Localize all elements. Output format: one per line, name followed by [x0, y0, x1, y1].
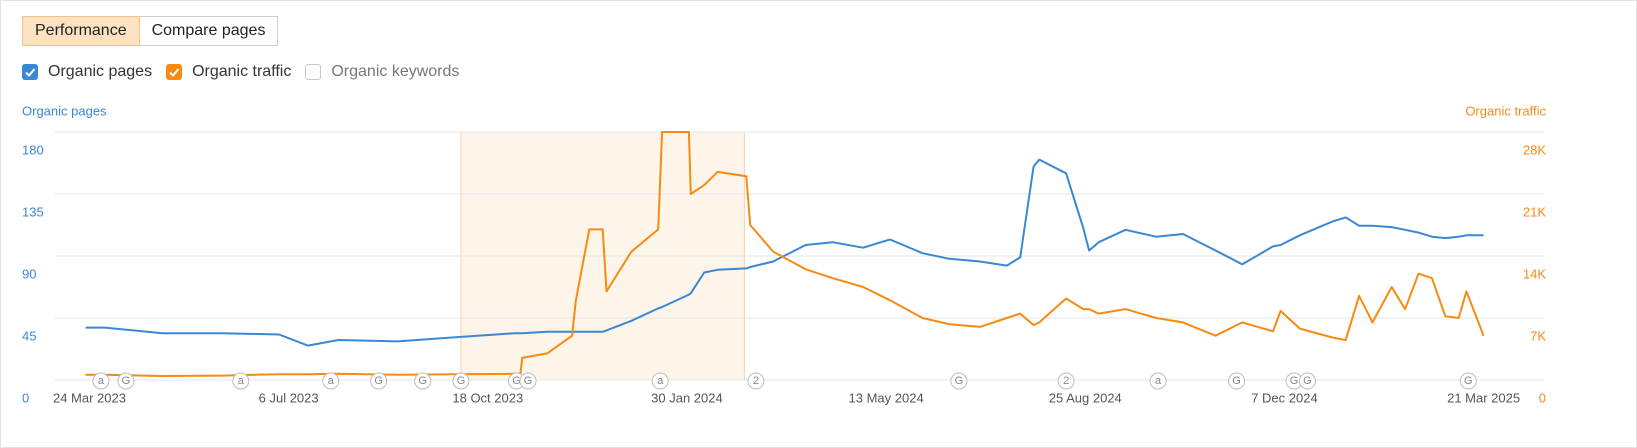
y-tick-label: 45: [22, 328, 36, 343]
event-label: G: [457, 375, 466, 387]
x-tick-label: 21 Mar 2025: [1447, 390, 1520, 405]
tab[interactable]: Compare pages: [139, 16, 279, 46]
y-tick-label: 180: [22, 142, 44, 157]
event-marker: [1459, 372, 1477, 390]
event-marker: [117, 372, 135, 390]
event-label: G: [374, 375, 383, 387]
event-marker: [414, 372, 432, 390]
event-label: G: [1290, 375, 1299, 387]
legend-item[interactable]: Organic pages: [22, 63, 152, 81]
event-marker: [747, 372, 765, 390]
x-tick-label: 13 May 2024: [849, 390, 924, 405]
event-label: G: [524, 375, 533, 387]
x-tick-label: 18 Oct 2023: [452, 390, 523, 405]
event-label: G: [955, 375, 964, 387]
event-label: G: [1303, 375, 1312, 387]
series-line: [85, 158, 1484, 347]
event-marker: [1149, 372, 1167, 390]
event-label: a: [238, 375, 245, 387]
legend-item[interactable]: Organic keywords: [305, 63, 459, 81]
x-tick-label: 25 Aug 2024: [1049, 390, 1122, 405]
x-tick-label: 6 Jul 2023: [259, 390, 319, 405]
event-marker: [452, 372, 470, 390]
series-line: [85, 131, 1485, 377]
event-label: G: [1464, 375, 1473, 387]
y-tick-label: 0: [22, 390, 29, 405]
checkbox[interactable]: [22, 64, 38, 80]
tab-bar: Performance Compare pages: [22, 16, 279, 46]
y-tick-label: 90: [22, 266, 36, 281]
event-marker: [651, 372, 669, 390]
event-marker: [370, 372, 388, 390]
y2-axis-title: Organic traffic: [1465, 103, 1546, 118]
y2-tick-label: 14K: [1523, 266, 1546, 281]
y-axis-title: Organic pages: [22, 103, 107, 118]
event-label: 2: [753, 375, 759, 387]
event-label: a: [328, 375, 335, 387]
legend-label: Organic pages: [48, 63, 153, 80]
event-marker: [1228, 372, 1246, 390]
y2-tick-label: 0: [1539, 390, 1546, 405]
metric-toggles: Organic pages Organic traffic Organic ke…: [22, 63, 473, 81]
event-marker: [1298, 372, 1316, 390]
tab[interactable]: Performance: [22, 16, 140, 46]
event-label: G: [122, 375, 131, 387]
y2-tick-label: 28K: [1523, 142, 1546, 157]
event-marker: [950, 372, 968, 390]
y2-tick-label: 7K: [1530, 328, 1546, 343]
event-label: G: [418, 375, 427, 387]
event-label: a: [98, 375, 105, 387]
y-tick-label: 135: [22, 204, 44, 219]
checkbox[interactable]: [166, 64, 183, 80]
event-label: G: [512, 375, 521, 387]
x-tick-label: 30 Jan 2024: [651, 390, 723, 405]
event-marker: [1057, 372, 1075, 390]
x-tick-label: 7 Dec 2024: [1251, 390, 1318, 405]
event-label: a: [657, 375, 664, 387]
legend-label: Organic traffic: [192, 63, 292, 80]
event-marker: [92, 372, 110, 390]
y2-tick-label: 21K: [1523, 204, 1546, 219]
legend-item[interactable]: Organic traffic: [166, 63, 291, 81]
event-marker: [322, 372, 340, 390]
event-label: a: [1155, 375, 1162, 387]
checkbox[interactable]: [305, 64, 322, 80]
x-tick-label: 24 Mar 2023: [53, 390, 126, 405]
event-label: G: [1232, 375, 1241, 387]
event-marker: [519, 372, 537, 390]
event-label: 2: [1063, 375, 1069, 387]
legend-label: Organic keywords: [331, 63, 460, 80]
event-marker: [232, 372, 250, 390]
